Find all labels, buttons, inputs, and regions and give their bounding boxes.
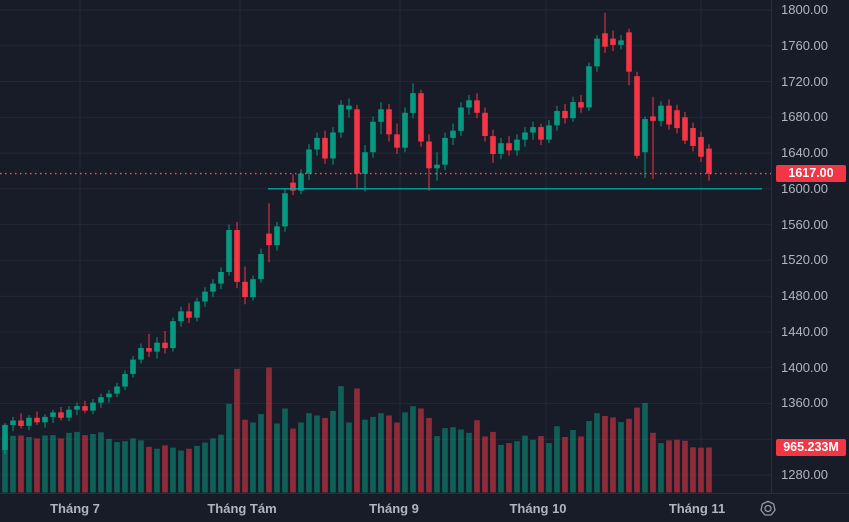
last-volume-badge: 965.233M bbox=[776, 439, 846, 456]
price-axis[interactable]: 1617.00 965.233M 1800.00 1760.00 1720.00 16… bbox=[771, 0, 849, 493]
price-tick-label: 1440.00 bbox=[781, 324, 828, 339]
last-price-badge: 1617.00 bbox=[776, 165, 846, 182]
month-label: Tháng 11 bbox=[668, 501, 726, 516]
price-tick-label: 1680.00 bbox=[781, 109, 828, 124]
price-tick-label: 1720.00 bbox=[781, 74, 828, 89]
price-tick-label: 1480.00 bbox=[781, 288, 828, 303]
price-tick-label: 1520.00 bbox=[781, 252, 828, 267]
month-label: Tháng 9 bbox=[369, 501, 419, 516]
month-label: Tháng 7 bbox=[50, 501, 100, 516]
scale-settings-button[interactable] bbox=[756, 497, 780, 521]
candlestick-volume-chart[interactable] bbox=[0, 0, 771, 493]
month-label: Tháng Tám bbox=[207, 501, 277, 516]
settings-icon bbox=[760, 500, 776, 516]
price-tick-label: 1560.00 bbox=[781, 217, 828, 232]
price-tick-label: 1600.00 bbox=[781, 181, 828, 196]
price-tick-label: 1400.00 bbox=[781, 360, 828, 375]
price-tick-label: 1800.00 bbox=[781, 2, 828, 17]
price-tick-label: 1760.00 bbox=[781, 38, 828, 53]
month-label: Tháng 10 bbox=[509, 501, 567, 516]
price-tick-label: 1280.00 bbox=[781, 467, 828, 482]
price-tick-label: 1360.00 bbox=[781, 395, 828, 410]
candlestick-chart-pane[interactable] bbox=[0, 0, 771, 493]
axis-corner bbox=[771, 493, 849, 522]
price-tick-label: 1640.00 bbox=[781, 145, 828, 160]
time-axis[interactable]: Tháng 7 Tháng Tám Tháng 9 Tháng 10 Tháng 11 bbox=[0, 493, 771, 522]
